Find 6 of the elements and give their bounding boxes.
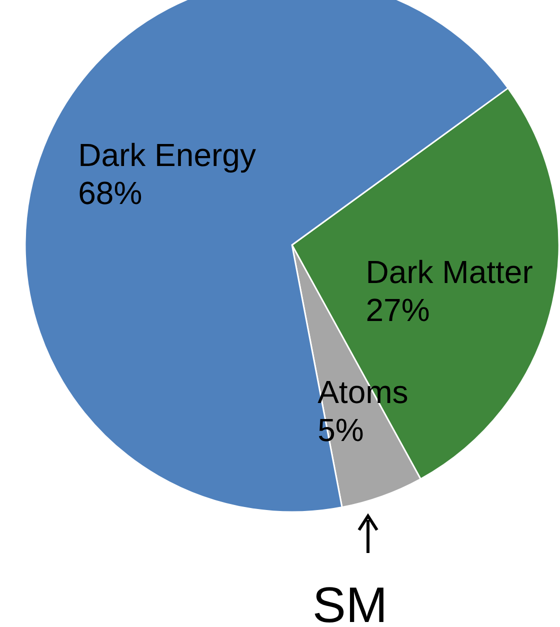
data-label: 68% xyxy=(78,175,142,212)
data-label: 5% xyxy=(318,412,364,448)
slice-label: Dark Matter xyxy=(366,254,534,290)
data-label: 27% xyxy=(366,292,430,328)
text: SM xyxy=(312,577,388,627)
slice-label: Dark Energy xyxy=(78,137,256,174)
